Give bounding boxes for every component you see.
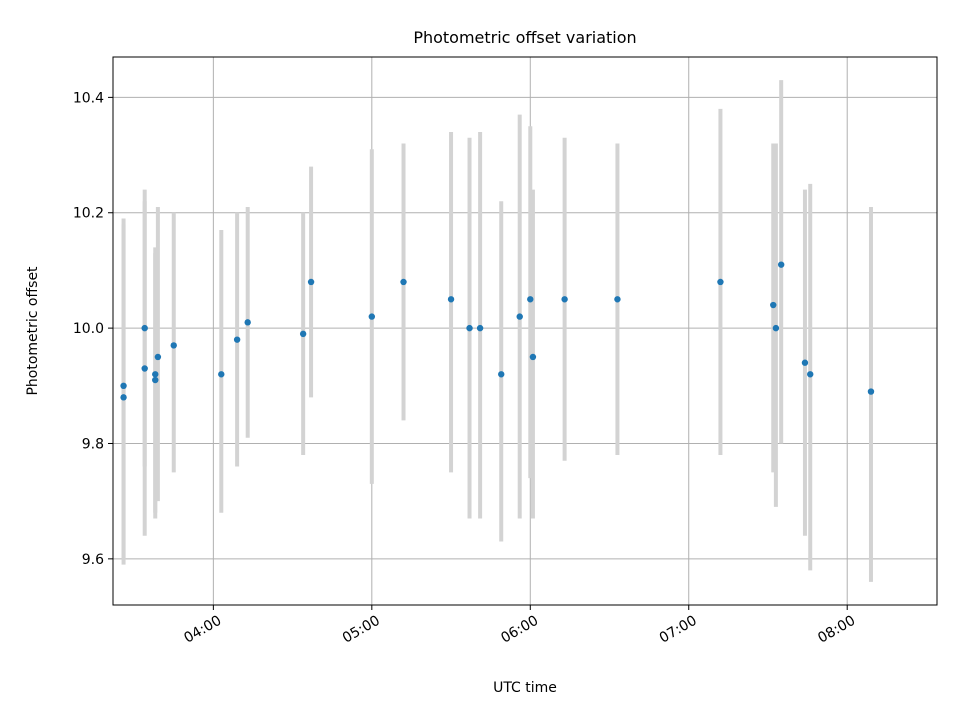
- data-point: [466, 324, 473, 332]
- data-point: [807, 371, 814, 378]
- data-point: [152, 376, 159, 384]
- data-point: [529, 353, 537, 361]
- data-point: [218, 371, 225, 378]
- data-point: [717, 278, 724, 286]
- data-point: [561, 296, 568, 303]
- data-point: [777, 261, 785, 268]
- data-point: [527, 296, 534, 303]
- data-point: [141, 365, 148, 372]
- data-point: [141, 324, 148, 332]
- y-tick-label: 10.2: [73, 206, 104, 222]
- data-point: [867, 388, 875, 395]
- data-point: [120, 382, 127, 389]
- data-points: [120, 261, 875, 401]
- y-tick-label: 9.6: [82, 552, 104, 568]
- data-point: [516, 313, 523, 320]
- data-point: [368, 313, 376, 320]
- data-point: [299, 330, 307, 338]
- data-point: [770, 301, 777, 309]
- data-point: [233, 336, 241, 343]
- y-tick-label: 9.8: [82, 436, 104, 452]
- y-axis-label: Photometric offset: [25, 266, 41, 396]
- data-point: [801, 359, 809, 366]
- data-point: [498, 371, 505, 378]
- data-point: [447, 296, 455, 303]
- data-point: [307, 278, 315, 286]
- y-tick-label: 10.0: [73, 321, 104, 337]
- data-point: [476, 324, 484, 332]
- x-axis-label: UTC time: [493, 680, 557, 696]
- y-tick-label: 10.4: [73, 90, 104, 106]
- data-point: [772, 324, 780, 332]
- plot-frame: [112, 56, 938, 606]
- data-point: [244, 319, 251, 326]
- data-point: [170, 342, 177, 349]
- data-point: [614, 296, 621, 303]
- data-point: [120, 394, 127, 401]
- data-point: [400, 278, 407, 286]
- chart-title: Photometric offset variation: [413, 28, 636, 47]
- data-point: [154, 353, 162, 361]
- data-point: [152, 371, 159, 378]
